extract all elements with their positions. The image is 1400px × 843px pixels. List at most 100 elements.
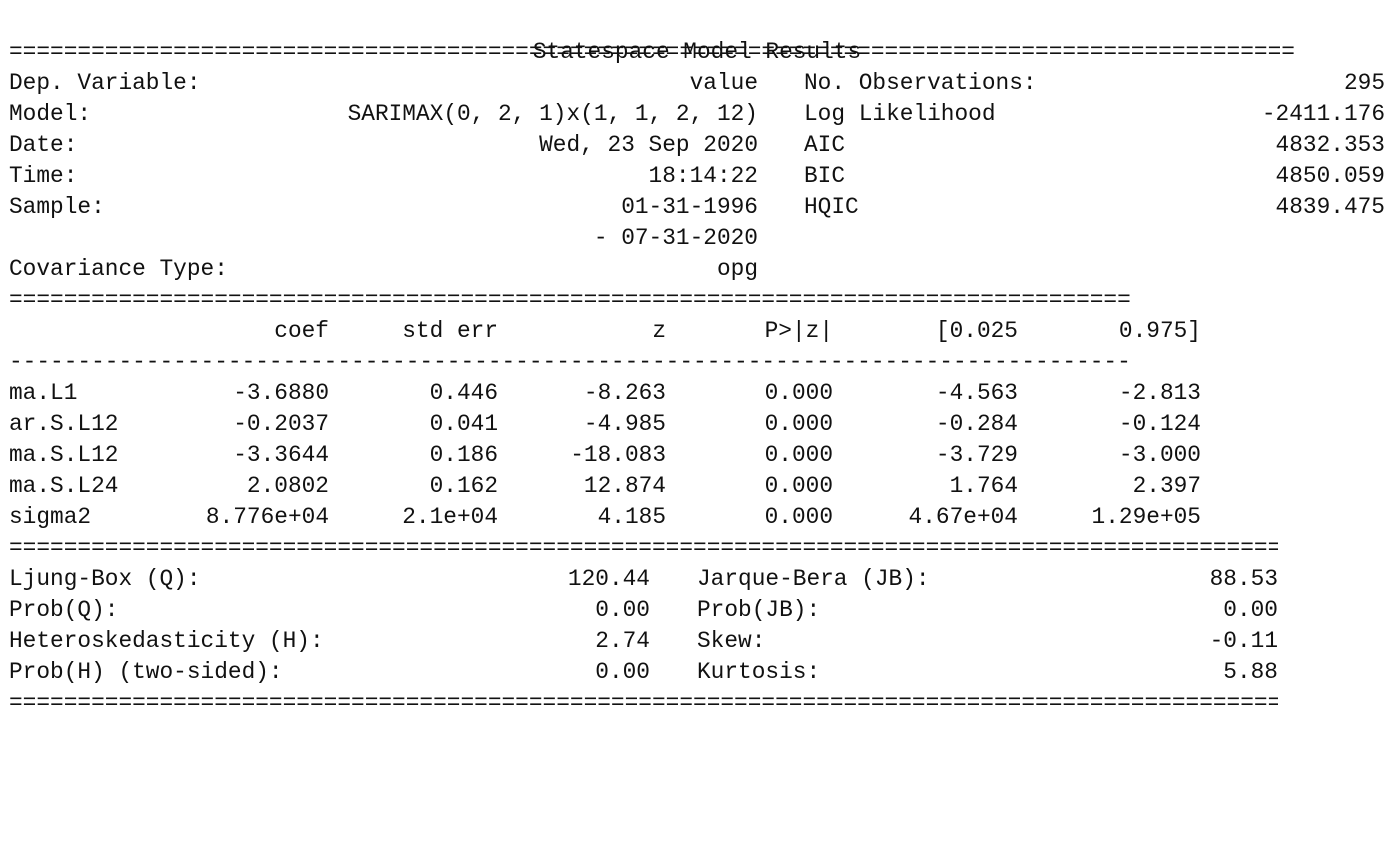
info-label: Date:: [9, 132, 78, 158]
z-cell: -4.985: [583, 411, 666, 437]
header-top-rule: ========================================…: [9, 37, 1295, 68]
column-header: [0.025: [935, 318, 1018, 344]
coef-cell: 8.776e+04: [205, 504, 329, 530]
table-row: ma.L1 -3.6880 0.446 -8.263 0.000 -4.563 …: [9, 378, 1201, 409]
ci-low-cell: -4.563: [935, 380, 1018, 406]
column-header: std err: [402, 318, 498, 344]
coef-cell: -0.2037: [233, 411, 329, 437]
diagnostic-row: Prob(Q): 0.00 Prob(JB): 0.00: [9, 595, 1278, 626]
stderr-cell: 0.041: [429, 411, 498, 437]
stderr-cell: 0.162: [429, 473, 498, 499]
info-value: opg: [716, 256, 758, 282]
table-row: ma.S.L24 2.0802 0.162 12.874 0.000 1.764…: [9, 471, 1201, 502]
table-row: ar.S.L12 -0.2037 0.041 -4.985 0.000 -0.2…: [9, 409, 1201, 440]
info-value: 18:14:22: [648, 163, 758, 189]
diag-value: 0.00: [1223, 597, 1278, 623]
info-label: Dep. Variable:: [9, 70, 201, 96]
stat-value: -2411.176: [1261, 101, 1385, 127]
stderr-cell: 0.446: [429, 380, 498, 406]
coef-top-rule: ========================================…: [9, 285, 1131, 316]
diag-value: -0.11: [1209, 628, 1278, 654]
info-value: - 07-31-2020: [593, 225, 758, 251]
diag-label: Prob(JB):: [697, 597, 821, 623]
stat-label: No. Observations:: [804, 70, 1037, 96]
info-label: Covariance Type:: [9, 256, 228, 282]
diag-value: 0.00: [595, 659, 650, 685]
diagnostics-section: Ljung-Box (Q): 120.44 Jarque-Bera (JB): …: [9, 564, 1278, 688]
stat-value: 295: [1343, 70, 1385, 96]
param-name: ma.L1: [9, 380, 78, 406]
info-value: Wed, 23 Sep 2020: [539, 132, 758, 158]
ci-high-cell: -3.000: [1118, 442, 1201, 468]
z-cell: -18.083: [570, 442, 666, 468]
coef-cell: -3.3644: [233, 442, 329, 468]
stat-label: Log Likelihood: [804, 101, 996, 127]
diagnostics-top-rule: ========================================…: [9, 533, 1278, 564]
diag-value: 0.00: [595, 597, 650, 623]
param-name: sigma2: [9, 504, 92, 530]
z-cell: 12.874: [583, 473, 666, 499]
info-row: Date: Wed, 23 Sep 2020 AIC 4832.353: [9, 130, 1385, 161]
diagnostic-row: Prob(H) (two-sided): 0.00 Kurtosis: 5.88: [9, 657, 1278, 688]
stat-value: 4839.475: [1275, 194, 1385, 220]
coef-header-row: coef std err z P>|z| [0.025 0.975]: [9, 316, 1201, 347]
param-name: ma.S.L24: [9, 473, 119, 499]
info-row: Model: SARIMAX(0, 2, 1)x(1, 1, 2, 12) Lo…: [9, 99, 1385, 130]
info-row: Dep. Variable: value No. Observations: 2…: [9, 68, 1385, 99]
ci-low-cell: 1.764: [949, 473, 1018, 499]
diag-label: Heteroskedasticity (H):: [9, 628, 324, 654]
coef-header-rule: ----------------------------------------…: [9, 347, 1131, 378]
stat-label: AIC: [804, 132, 846, 158]
ci-high-cell: 2.397: [1132, 473, 1201, 499]
info-label: Sample:: [9, 194, 105, 220]
report-title: Statespace Model Results: [532, 39, 862, 65]
param-name: ar.S.L12: [9, 411, 119, 437]
ci-low-cell: -3.729: [935, 442, 1018, 468]
info-label: Time:: [9, 163, 78, 189]
column-header: P>|z|: [764, 318, 833, 344]
diag-value: 5.88: [1223, 659, 1278, 685]
diag-label: Prob(Q):: [9, 597, 119, 623]
pvalue-cell: 0.000: [764, 473, 833, 499]
diag-label: Kurtosis:: [697, 659, 821, 685]
info-value: SARIMAX(0, 2, 1)x(1, 1, 2, 12): [347, 101, 758, 127]
double-rule: ========================================…: [9, 690, 1278, 716]
diag-value: 120.44: [567, 566, 650, 592]
info-value: 01-31-1996: [621, 194, 758, 220]
stderr-cell: 0.186: [429, 442, 498, 468]
model-info-section: Dep. Variable: value No. Observations: 2…: [9, 68, 1385, 285]
z-cell: 4.185: [597, 504, 666, 530]
info-row: Time: 18:14:22 BIC 4850.059: [9, 161, 1385, 192]
pvalue-cell: 0.000: [764, 380, 833, 406]
stderr-cell: 2.1e+04: [402, 504, 498, 530]
ci-high-cell: -2.813: [1118, 380, 1201, 406]
single-rule: ----------------------------------------…: [9, 349, 1131, 375]
diag-label: Jarque-Bera (JB):: [697, 566, 930, 592]
info-value: value: [689, 70, 758, 96]
diag-label: Ljung-Box (Q):: [9, 566, 201, 592]
table-row: sigma2 8.776e+04 2.1e+04 4.185 0.000 4.6…: [9, 502, 1201, 533]
stat-label: BIC: [804, 163, 846, 189]
coef-cell: -3.6880: [233, 380, 329, 406]
diagnostics-bottom-rule: ========================================…: [9, 688, 1278, 719]
double-rule: ========================================…: [9, 287, 1131, 313]
stat-label: HQIC: [804, 194, 859, 220]
stat-value: 4850.059: [1275, 163, 1385, 189]
info-label: Model:: [9, 101, 92, 127]
double-rule: ========================================…: [9, 535, 1278, 561]
column-header: z: [652, 318, 666, 344]
coef-cell: 2.0802: [246, 473, 329, 499]
table-row: ma.S.L12 -3.3644 0.186 -18.083 0.000 -3.…: [9, 440, 1201, 471]
info-row: Covariance Type: opg: [9, 254, 758, 285]
diagnostic-row: Ljung-Box (Q): 120.44 Jarque-Bera (JB): …: [9, 564, 1278, 595]
ci-high-cell: -0.124: [1118, 411, 1201, 437]
ci-high-cell: 1.29e+05: [1091, 504, 1201, 530]
info-row: Sample: 01-31-1996 HQIC 4839.475: [9, 192, 1385, 223]
title-line: Statespace Model Results: [9, 6, 861, 65]
model-summary-report: Statespace Model Results ===============…: [9, 6, 1385, 719]
ci-low-cell: 4.67e+04: [908, 504, 1018, 530]
info-row: - 07-31-2020: [9, 223, 758, 254]
pvalue-cell: 0.000: [764, 504, 833, 530]
column-header: 0.975]: [1118, 318, 1201, 344]
coef-table: coef std err z P>|z| [0.025 0.975] -----…: [9, 316, 1201, 533]
